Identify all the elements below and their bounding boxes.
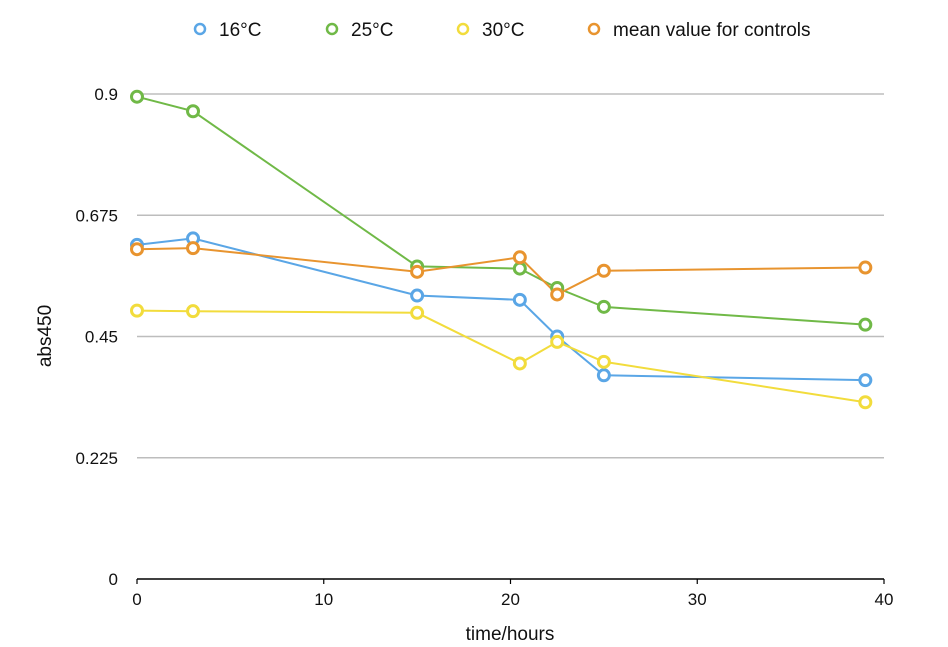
legend-marker xyxy=(456,22,470,36)
data-point-series-2 xyxy=(596,354,611,369)
data-point-series-1 xyxy=(858,317,873,332)
data-point-series-3 xyxy=(596,263,611,278)
data-point-series-0 xyxy=(410,288,425,303)
data-point-series-2 xyxy=(186,304,201,319)
series-line-2 xyxy=(136,309,866,404)
x-tick-label: 0 xyxy=(132,590,141,609)
legend-marker xyxy=(193,22,207,36)
series-points xyxy=(130,89,873,410)
series-lines xyxy=(136,95,866,404)
gridlines xyxy=(137,93,884,459)
series-line-1 xyxy=(136,95,866,326)
data-point-series-3 xyxy=(130,242,144,257)
series-line-3 xyxy=(136,247,866,296)
y-tick-label: 0 xyxy=(109,570,118,589)
data-point-series-1 xyxy=(512,261,527,276)
x-tick-label: 20 xyxy=(501,590,520,609)
data-point-series-2 xyxy=(512,356,527,371)
x-tick-label: 10 xyxy=(314,590,333,609)
data-point-series-1 xyxy=(186,104,201,119)
x-tick-label: 40 xyxy=(875,590,894,609)
data-point-series-2 xyxy=(410,305,425,320)
data-point-series-3 xyxy=(186,241,201,256)
y-axis-ticks: 0 0.225 0.45 0.675 0.9 xyxy=(75,85,118,589)
legend-label: 16°C xyxy=(219,20,261,41)
data-point-series-3 xyxy=(512,250,527,265)
data-point-series-1 xyxy=(596,299,611,314)
legend-marker xyxy=(325,22,339,36)
legend: 16°C 25°C 30°C mean value for controls xyxy=(193,20,811,41)
legend-marker xyxy=(587,22,601,36)
y-tick-label: 0.675 xyxy=(75,206,118,225)
x-axis-ticks: 0 10 20 30 40 xyxy=(132,579,893,609)
data-point-series-3 xyxy=(550,287,565,302)
y-tick-label: 0.45 xyxy=(85,328,118,347)
data-point-series-0 xyxy=(596,368,611,383)
legend-label: 30°C xyxy=(482,20,524,41)
x-tick-label: 30 xyxy=(688,590,707,609)
y-tick-label: 0.225 xyxy=(75,449,118,468)
data-point-series-0 xyxy=(512,292,527,307)
y-tick-label: 0.9 xyxy=(94,85,118,104)
data-point-series-0 xyxy=(858,373,873,388)
data-point-series-3 xyxy=(410,264,425,279)
data-point-series-2 xyxy=(130,303,144,318)
legend-label: 25°C xyxy=(351,20,393,41)
data-point-series-2 xyxy=(858,395,873,410)
data-point-series-2 xyxy=(550,334,565,349)
y-axis-label: abs450 xyxy=(35,305,56,367)
data-point-series-3 xyxy=(858,260,873,275)
legend-label: mean value for controls xyxy=(613,20,811,41)
data-point-series-1 xyxy=(130,89,144,104)
x-axis-label: time/hours xyxy=(466,624,555,645)
